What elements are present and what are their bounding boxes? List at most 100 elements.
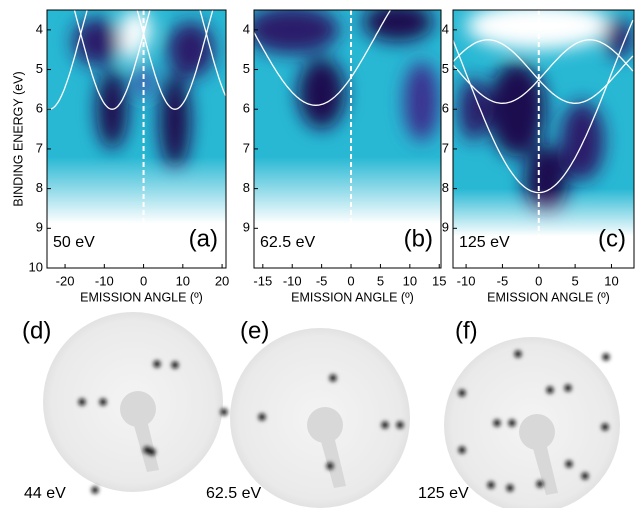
diffraction-spot xyxy=(506,484,514,492)
y-tick-label: 7 xyxy=(442,140,449,155)
model-curve xyxy=(47,10,214,110)
y-tick-label: 4 xyxy=(36,21,43,36)
panel-label: (a) xyxy=(189,225,218,252)
band-map-panel: -15 -10 -5 0 5 10 15 4 5 6 7 8 9 EMISSION ANGLE (º) (b… xyxy=(243,9,446,304)
map-blob xyxy=(159,73,191,169)
spots xyxy=(458,350,610,492)
band-map-panel: -20 -10 0 10 20 4 5 6 7 8 9 10 EMISSION ANGLE (º) BIN… xyxy=(11,9,229,304)
y-tick-label: 5 xyxy=(243,61,250,76)
x-tick-label: 10 xyxy=(176,273,190,288)
y-tick-label: 10 xyxy=(29,259,43,274)
panel-label: (d) xyxy=(22,317,51,344)
x-axis-title: EMISSION ANGLE (º) xyxy=(80,290,203,304)
diffraction-spot xyxy=(171,361,179,369)
x-tick-label: 0 xyxy=(347,273,354,288)
diffraction-spot xyxy=(458,389,466,397)
map-fade xyxy=(453,188,634,268)
map-blob xyxy=(254,10,340,54)
x-tick-label: 10 xyxy=(403,273,417,288)
diffraction-spot xyxy=(396,421,404,429)
diffraction-spot xyxy=(508,419,516,427)
model-curve xyxy=(254,10,392,106)
y-tick-label: 5 xyxy=(36,61,43,76)
frame xyxy=(253,9,442,269)
x-tick-label: 0 xyxy=(535,273,542,288)
diffraction-spot xyxy=(78,398,86,406)
diffraction-spot xyxy=(220,408,228,416)
energy-label: 125 eV xyxy=(459,234,510,251)
gun-holder xyxy=(320,436,346,488)
x-tick-label: 5 xyxy=(572,273,579,288)
x-tick-label: -10 xyxy=(457,273,476,288)
electron-gun xyxy=(519,414,555,450)
map-blob xyxy=(135,65,152,98)
diffraction-spot xyxy=(153,360,161,368)
panel-label: (c) xyxy=(598,225,626,252)
diffraction-spot xyxy=(536,480,544,488)
x-tick-label: 5 xyxy=(377,273,384,288)
y-tick-label: 9 xyxy=(243,220,250,235)
energy-label: 44 eV xyxy=(24,485,66,502)
x-tick-label: 0 xyxy=(140,273,147,288)
y-tick-label: 9 xyxy=(442,220,449,235)
diffraction-spot xyxy=(581,472,589,480)
x-tick-label: 15 xyxy=(432,273,446,288)
model-curve xyxy=(73,10,226,110)
diffraction-spot xyxy=(326,462,334,470)
intensity-map xyxy=(453,10,634,268)
model-curve xyxy=(453,20,634,194)
spots xyxy=(78,360,228,494)
y-tick-label: 7 xyxy=(36,140,43,155)
panel-label: (b) xyxy=(404,225,433,252)
x-tick-label: -5 xyxy=(316,273,328,288)
diffraction-spot xyxy=(99,398,107,406)
energy-label: 62.5 eV xyxy=(206,485,261,502)
diffraction-spot xyxy=(602,353,610,361)
leed-pattern: (e) 62.5 eV xyxy=(206,317,410,508)
frame xyxy=(46,9,227,269)
diffraction-spot xyxy=(91,486,99,494)
map-blob xyxy=(560,101,605,181)
electron-gun xyxy=(120,391,156,427)
map-blob xyxy=(403,61,440,141)
x-tick-label: -15 xyxy=(253,273,272,288)
y-tick-label: 4 xyxy=(442,21,449,36)
y-axis-title: BINDING ENERGY (eV) xyxy=(11,71,25,206)
spots xyxy=(258,374,404,470)
model-curve xyxy=(453,39,634,104)
model-curve xyxy=(453,39,634,104)
diffraction-spot xyxy=(148,448,156,456)
y-tick-label: 8 xyxy=(36,180,43,195)
energy-label: 125 eV xyxy=(418,485,469,502)
leed-pattern: (f) 125 eV xyxy=(418,317,620,508)
electron-gun xyxy=(307,407,343,443)
map-blob xyxy=(604,17,634,58)
map-blob xyxy=(362,10,434,42)
map-blob xyxy=(487,61,547,157)
diffraction-spot xyxy=(381,421,389,429)
intensity-map xyxy=(254,10,441,268)
y-tick-label: 6 xyxy=(243,101,250,116)
x-axis-title: EMISSION ANGLE (º) xyxy=(487,290,610,304)
y-tick-label: 8 xyxy=(243,180,250,195)
gun-holder xyxy=(532,443,558,495)
band-map-panel: -10 -5 0 5 10 4 5 6 7 8 9 EMISSION ANGLE (º) (c) 125 … xyxy=(442,9,635,304)
panel-label: (f) xyxy=(455,317,478,344)
y-tick-label: 7 xyxy=(243,140,250,155)
map-blob xyxy=(298,57,346,130)
x-tick-label: -5 xyxy=(497,273,509,288)
map-fade xyxy=(254,156,441,268)
panel-label: (e) xyxy=(240,317,269,344)
leed-pattern: (d) 44 eV xyxy=(22,312,228,502)
gun-holder xyxy=(133,420,159,472)
energy-label: 62.5 eV xyxy=(260,234,315,251)
diffraction-spot xyxy=(487,481,495,489)
y-tick-label: 6 xyxy=(442,101,449,116)
map-blobs xyxy=(72,10,215,169)
y-tick-label: 5 xyxy=(442,61,449,76)
diffraction-spot xyxy=(493,419,501,427)
map-fade xyxy=(47,156,226,268)
diffraction-spot xyxy=(458,446,466,454)
diffraction-spot xyxy=(601,423,609,431)
